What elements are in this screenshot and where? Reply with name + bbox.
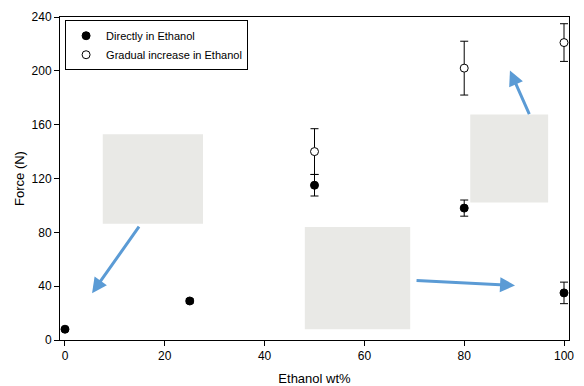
svg-text:Ethanol wt%: Ethanol wt% bbox=[278, 371, 351, 386]
svg-text:40: 40 bbox=[38, 279, 52, 293]
svg-text:120: 120 bbox=[32, 172, 52, 186]
svg-text:40: 40 bbox=[258, 349, 272, 363]
svg-text:240: 240 bbox=[32, 10, 52, 24]
svg-text:0: 0 bbox=[62, 349, 69, 363]
svg-text:100: 100 bbox=[554, 349, 574, 363]
svg-text:80: 80 bbox=[458, 349, 472, 363]
svg-text:60: 60 bbox=[358, 349, 372, 363]
svg-text:Gradual increase in Ethanol: Gradual increase in Ethanol bbox=[106, 49, 242, 61]
svg-text:20: 20 bbox=[158, 349, 172, 363]
svg-text:Force (N): Force (N) bbox=[12, 151, 27, 206]
svg-text:160: 160 bbox=[32, 118, 52, 132]
svg-text:80: 80 bbox=[38, 226, 52, 240]
svg-text:Directly in Ethanol: Directly in Ethanol bbox=[106, 30, 195, 42]
svg-text:0: 0 bbox=[45, 333, 52, 347]
svg-text:200: 200 bbox=[32, 64, 52, 78]
